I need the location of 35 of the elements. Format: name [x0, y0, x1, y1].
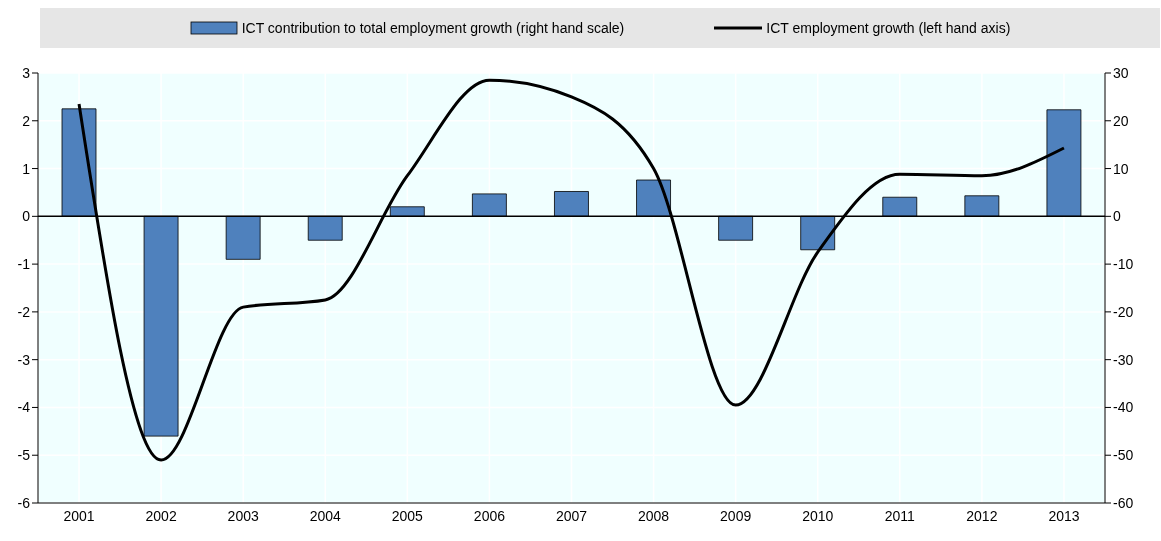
x-tick-label: 2005: [391, 507, 424, 524]
y2-tick-label: 0: [1113, 208, 1121, 225]
x-tick-label: 2002: [145, 507, 177, 524]
y-tick-label: -3: [17, 351, 31, 368]
y-tick-label: -4: [17, 399, 31, 416]
x-tick-label: 2013: [1048, 507, 1080, 524]
x-tick-label: 2006: [473, 507, 506, 524]
y2-tick-label: -10: [1113, 256, 1134, 273]
x-tick-label: 2008: [638, 507, 670, 524]
y2-tick-label: 20: [1113, 112, 1129, 129]
y-tick-label: -1: [17, 256, 31, 273]
y-tick-label: -6: [17, 494, 31, 511]
x-tick-label: 2003: [227, 507, 259, 524]
y2-tick-label: -30: [1113, 351, 1134, 368]
x-tick-label: 2007: [555, 507, 588, 524]
legend-label: ICT contribution to total employment growth (right hand scale): [241, 20, 625, 36]
y-tick-label: 0: [22, 208, 31, 225]
y-tick-label: 1: [22, 160, 31, 177]
x-tick-label: 2004: [309, 507, 342, 524]
legend-label: ICT employment growth (left hand axis): [766, 20, 1011, 36]
y-tick-label: 2: [22, 112, 31, 129]
x-tick-label: 2009: [720, 507, 752, 524]
x-tick-label: 2001: [63, 507, 95, 524]
y-tick-label: -5: [17, 447, 31, 464]
y-tick-label: 3: [22, 64, 31, 81]
y2-tick-label: 30: [1113, 64, 1129, 81]
x-tick-label: 2011: [884, 507, 916, 524]
y-tick-label: -2: [17, 303, 31, 320]
y2-tick-label: -60: [1113, 494, 1134, 511]
y2-tick-label: -50: [1113, 447, 1134, 464]
x-tick-label: 2010: [802, 507, 834, 524]
y2-tick-label: 10: [1113, 160, 1129, 177]
y2-tick-label: -20: [1113, 303, 1134, 320]
y2-tick-label: -40: [1113, 399, 1134, 416]
x-tick-label: 2012: [966, 507, 998, 524]
